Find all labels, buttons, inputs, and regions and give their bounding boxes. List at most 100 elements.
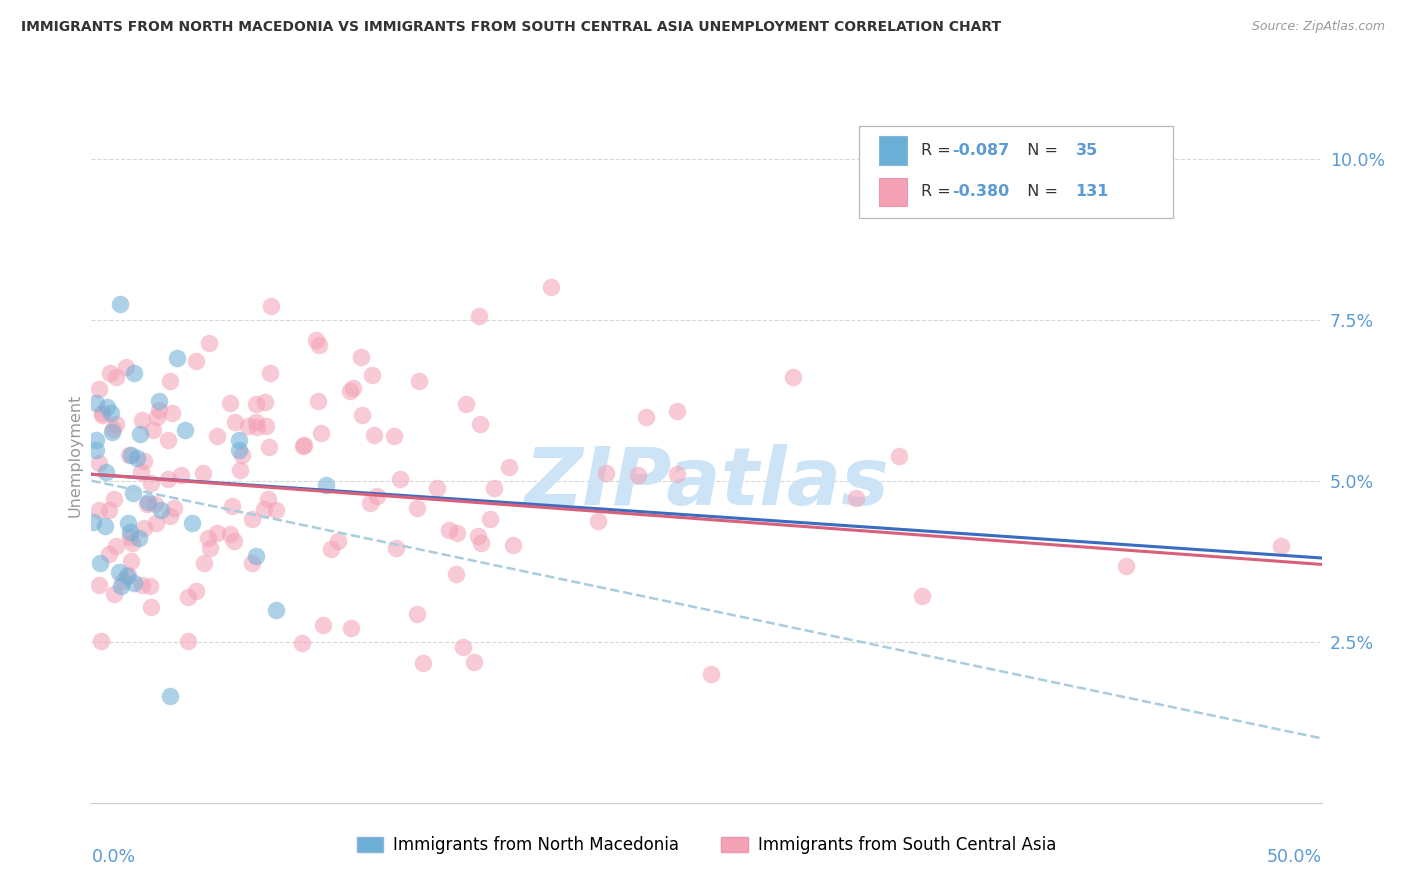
Point: [159, 508, 181, 523]
Point: [264, 502, 287, 516]
Point: [198, 541, 221, 555]
Text: R =: R =: [921, 185, 956, 199]
Point: [408, 374, 430, 388]
Point: [198, 335, 221, 350]
Point: [470, 536, 492, 550]
Text: IMMIGRANTS FROM NORTH MACEDONIA VS IMMIGRANTS FROM SOUTH CENTRAL ASIA UNEMPLOYME: IMMIGRANTS FROM NORTH MACEDONIA VS IMMIG…: [21, 20, 1001, 34]
Point: [122, 486, 145, 500]
Point: [205, 429, 228, 443]
Point: [148, 402, 170, 417]
Point: [228, 442, 250, 457]
Point: [120, 554, 142, 568]
Point: [105, 539, 128, 553]
Point: [340, 621, 363, 635]
Point: [910, 589, 932, 603]
Point: [366, 489, 388, 503]
Point: [101, 425, 124, 440]
Point: [222, 533, 245, 548]
Point: [180, 516, 202, 530]
Point: [105, 417, 128, 432]
Point: [177, 591, 200, 605]
Point: [339, 384, 361, 398]
Text: N =: N =: [1017, 144, 1063, 158]
Point: [128, 531, 150, 545]
Point: [361, 368, 384, 382]
Point: [134, 521, 156, 535]
Point: [405, 607, 427, 621]
Point: [700, 667, 723, 681]
Point: [121, 536, 143, 550]
Point: [96, 465, 118, 479]
Point: [98, 503, 121, 517]
Point: [94, 519, 117, 533]
Point: [309, 426, 332, 441]
Point: [782, 370, 804, 384]
Point: [103, 587, 125, 601]
Point: [468, 309, 491, 323]
Point: [186, 354, 208, 368]
Point: [463, 655, 485, 669]
Y-axis label: Unemployment: Unemployment: [67, 393, 83, 516]
Point: [173, 423, 195, 437]
Point: [122, 576, 145, 591]
Point: [146, 410, 169, 425]
Legend: Immigrants from North Macedonia, Immigrants from South Central Asia: Immigrants from North Macedonia, Immigra…: [350, 830, 1063, 861]
Point: [359, 495, 381, 509]
Point: [159, 374, 181, 388]
Point: [193, 556, 215, 570]
Point: [1270, 539, 1292, 553]
Point: [197, 531, 219, 545]
Point: [224, 415, 246, 429]
Point: [240, 556, 263, 570]
Point: [117, 448, 139, 462]
Point: [231, 448, 253, 462]
Point: [259, 299, 281, 313]
Point: [104, 369, 127, 384]
Point: [349, 351, 371, 365]
Point: [259, 440, 281, 454]
Point: [139, 600, 162, 615]
Point: [112, 574, 135, 588]
Point: [388, 472, 411, 486]
Text: ZIPatlas: ZIPatlas: [524, 443, 889, 522]
Point: [159, 689, 181, 703]
Point: [84, 442, 107, 457]
Point: [143, 497, 166, 511]
Point: [219, 396, 242, 410]
Point: [451, 640, 474, 655]
Point: [98, 366, 121, 380]
Point: [245, 549, 267, 563]
Point: [131, 413, 153, 427]
Point: [139, 475, 162, 490]
Point: [166, 351, 188, 365]
Point: [588, 514, 610, 528]
Point: [342, 381, 364, 395]
Point: [129, 466, 152, 480]
Point: [219, 526, 242, 541]
Point: [456, 397, 478, 411]
Text: 0.0%: 0.0%: [91, 848, 135, 866]
Point: [636, 410, 658, 425]
Point: [253, 501, 276, 516]
Point: [221, 499, 243, 513]
Point: [498, 460, 520, 475]
Point: [236, 419, 259, 434]
Point: [479, 512, 502, 526]
Point: [136, 495, 159, 509]
Point: [100, 406, 122, 420]
Point: [87, 456, 110, 470]
Point: [108, 565, 131, 579]
Point: [412, 657, 434, 671]
Point: [90, 633, 112, 648]
Point: [91, 408, 114, 422]
Point: [328, 533, 350, 548]
Text: N =: N =: [1017, 185, 1063, 199]
Point: [96, 400, 118, 414]
Point: [87, 503, 110, 517]
Point: [350, 409, 373, 423]
Point: [291, 439, 314, 453]
Point: [156, 472, 179, 486]
Point: [98, 547, 121, 561]
Text: Source: ZipAtlas.com: Source: ZipAtlas.com: [1251, 20, 1385, 33]
Point: [384, 541, 406, 555]
